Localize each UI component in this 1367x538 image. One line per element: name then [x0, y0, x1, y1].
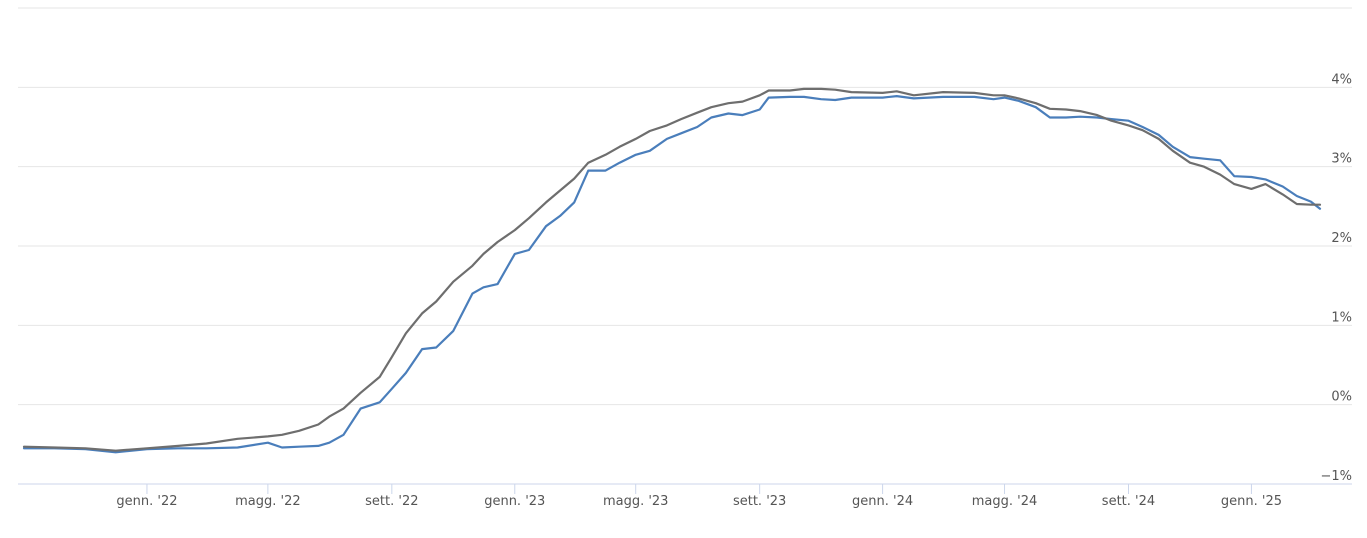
y-tick-label: 0% [1331, 390, 1352, 405]
x-tick-label: genn. '22 [116, 494, 177, 509]
x-tick-label: sett. '24 [1102, 494, 1155, 509]
y-tick-label: 2% [1331, 231, 1352, 246]
x-tick-label: magg. '24 [972, 494, 1038, 509]
grid-layer [18, 7, 1352, 485]
x-tick-label: sett. '23 [733, 494, 786, 509]
x-tick-label: magg. '23 [603, 494, 669, 509]
x-tick-label: genn. '23 [484, 494, 545, 509]
x-tick-label: magg. '22 [235, 494, 301, 509]
x-tick-label: sett. '22 [365, 494, 418, 509]
series-line-1 [22, 95, 1322, 454]
axis-layer: −1% 0% 1% 2% 3% 4% genn. '22 magg. '22 sett. '22… [116, 72, 1352, 509]
x-tick-label: genn. '25 [1221, 494, 1282, 509]
x-tick-label: genn. '24 [852, 494, 913, 509]
y-tick-label: −1% [1320, 469, 1352, 484]
series-line-2 [22, 87, 1322, 452]
y-tick-label: 1% [1331, 310, 1352, 325]
y-tick-label: 3% [1331, 152, 1352, 167]
y-tick-label: 4% [1331, 72, 1352, 87]
series-layer [22, 87, 1322, 454]
